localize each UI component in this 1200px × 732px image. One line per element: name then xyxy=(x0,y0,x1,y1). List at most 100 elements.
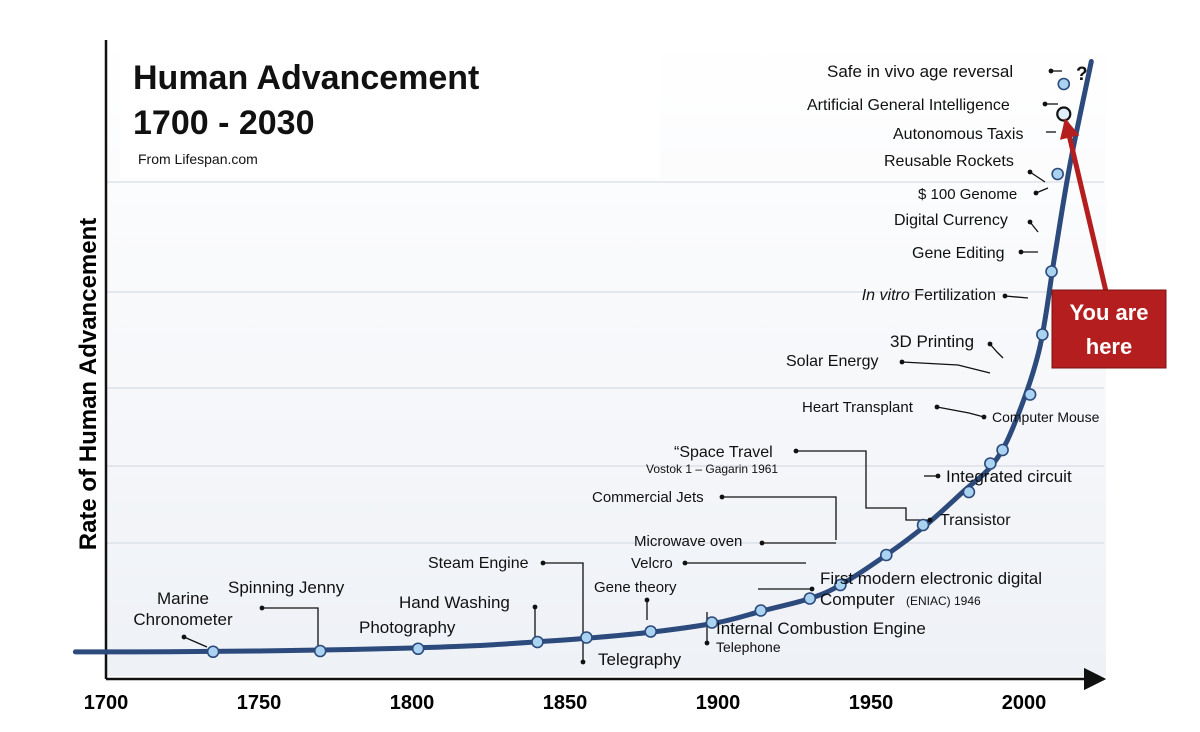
label-transistor: Transistor xyxy=(940,512,1011,529)
leader-dot xyxy=(532,604,538,610)
you-are-here-line2: here xyxy=(1086,334,1132,359)
marker-3d-printing xyxy=(996,443,1009,457)
leader-dot xyxy=(1027,169,1033,175)
label-ivf-rest: Fertilization xyxy=(914,287,996,304)
label-space-travel: “Space Travel xyxy=(674,444,773,461)
x-tick-label: 1750 xyxy=(237,692,282,714)
label-velcro: Velcro xyxy=(631,555,673,572)
label-3d-printing: 3D Printing xyxy=(890,332,974,351)
leader-dot xyxy=(981,414,987,420)
grid xyxy=(106,181,1104,544)
you-are-here-box xyxy=(1051,289,1167,369)
leader-dot xyxy=(1018,249,1024,255)
leader-line xyxy=(1029,171,1046,183)
x-tick-label: 1850 xyxy=(543,692,588,714)
x-tick-label: 2000 xyxy=(1002,692,1047,714)
leader-dot xyxy=(1042,101,1048,107)
label-computer: Computer xyxy=(820,590,895,609)
leader-dot xyxy=(682,560,688,566)
label-commercial-jets: Commercial Jets xyxy=(592,489,704,506)
label-gene-editing: Gene Editing xyxy=(912,245,1005,262)
leader-line xyxy=(989,343,1004,359)
marker-heart-transplant xyxy=(962,485,976,499)
leader-dot xyxy=(181,634,187,640)
marker-agi xyxy=(1056,106,1072,122)
leader-line xyxy=(936,406,985,418)
marker-internal-combustion xyxy=(705,616,719,629)
leader-dots xyxy=(181,68,1054,665)
label-spinning-jenny: Spinning Jenny xyxy=(228,578,345,597)
x-tick-label: 1900 xyxy=(696,692,741,714)
leader-line xyxy=(262,607,319,648)
label-hand-washing: Hand Washing xyxy=(399,593,510,612)
leader-dot xyxy=(899,359,905,365)
label-integrated-circuit: Integrated circuit xyxy=(946,467,1072,486)
leader-dot xyxy=(934,404,940,410)
label-first-computer: First modern electronic digital xyxy=(820,569,1042,588)
leader-line xyxy=(543,562,584,662)
leader-line xyxy=(722,496,837,540)
leader-dot xyxy=(1048,68,1054,74)
leader-dot xyxy=(927,517,933,523)
chart-subtitle: 1700 - 2030 xyxy=(133,104,315,142)
marker-transistor xyxy=(879,548,893,562)
label-marine-chronometer: Marine xyxy=(157,589,209,608)
leader-dot xyxy=(259,605,265,611)
label-ivf-italic: In vitro xyxy=(862,287,910,304)
leader-dot xyxy=(644,597,650,603)
marker-hand-washing xyxy=(531,635,544,649)
label-agi: Artificial General Intelligence xyxy=(807,97,1010,114)
marker-photography xyxy=(411,642,425,656)
milestone-labels: Marine Chronometer Spinning Jenny Photog… xyxy=(133,62,1099,669)
label-internal-combustion: Internal Combustion Engine xyxy=(716,619,926,638)
leader-dot xyxy=(540,560,546,566)
x-tick-label: 1800 xyxy=(390,692,435,714)
leader-dot xyxy=(759,540,765,546)
label-question-mark: ? xyxy=(1076,64,1088,85)
leader-dot xyxy=(1002,293,1008,299)
x-tick-label: 1700 xyxy=(84,692,129,714)
leader-dot xyxy=(1033,190,1039,196)
marker-integrated-circuit xyxy=(916,518,930,532)
marker-first-computer xyxy=(754,604,768,617)
leader-line xyxy=(1004,295,1029,299)
label-marine-chronometer-2: Chronometer xyxy=(133,610,233,629)
label-autonomous-taxis: Autonomous Taxis xyxy=(893,126,1023,143)
advancement-curve xyxy=(72,59,1094,655)
label-solar-energy: Solar Energy xyxy=(786,353,879,370)
label-vostok: Vostok 1 – Gagarin 1961 xyxy=(646,462,778,476)
leader-dot xyxy=(793,448,799,454)
label-digital-currency: Digital Currency xyxy=(894,212,1008,229)
label-telegraphy: Telegraphy xyxy=(598,650,682,669)
leader-dot xyxy=(580,659,586,665)
leader-lines xyxy=(183,70,1062,662)
marker-autonomous-taxis xyxy=(1051,167,1064,181)
marker-spinning-jenny xyxy=(313,644,327,658)
leader-dot xyxy=(719,494,725,500)
y-axis-label: Rate of Human Advancement xyxy=(75,218,102,551)
leader-line xyxy=(183,636,208,648)
label-gene-theory: Gene theory xyxy=(594,579,677,596)
leader-dot xyxy=(809,586,815,592)
label-computer-mouse: Computer Mouse xyxy=(992,409,1100,425)
leader-line xyxy=(796,450,930,521)
chart-source: From Lifespan.com xyxy=(138,151,258,167)
milestone-markers xyxy=(206,77,1072,659)
label-reusable-rockets: Reusable Rockets xyxy=(884,153,1014,170)
you-are-here-arrow xyxy=(1059,118,1111,301)
label-age-reversal: Safe in vivo age reversal xyxy=(827,62,1013,81)
label-steam-engine: Steam Engine xyxy=(428,555,529,572)
marker-solar-energy xyxy=(984,457,997,470)
x-tick-label: 1950 xyxy=(849,692,894,714)
label-photography: Photography xyxy=(359,618,456,637)
marker-ivf xyxy=(1023,388,1037,401)
label-100-genome: $ 100 Genome xyxy=(918,186,1017,203)
leader-line xyxy=(901,361,991,374)
marker-age-reversal xyxy=(1057,77,1071,91)
leader-dot xyxy=(987,341,993,347)
leader-dot xyxy=(704,640,710,646)
label-ivf: In vitro Fertilization xyxy=(862,287,996,304)
title-box xyxy=(120,50,660,178)
marker-gene-editing xyxy=(1036,328,1049,341)
